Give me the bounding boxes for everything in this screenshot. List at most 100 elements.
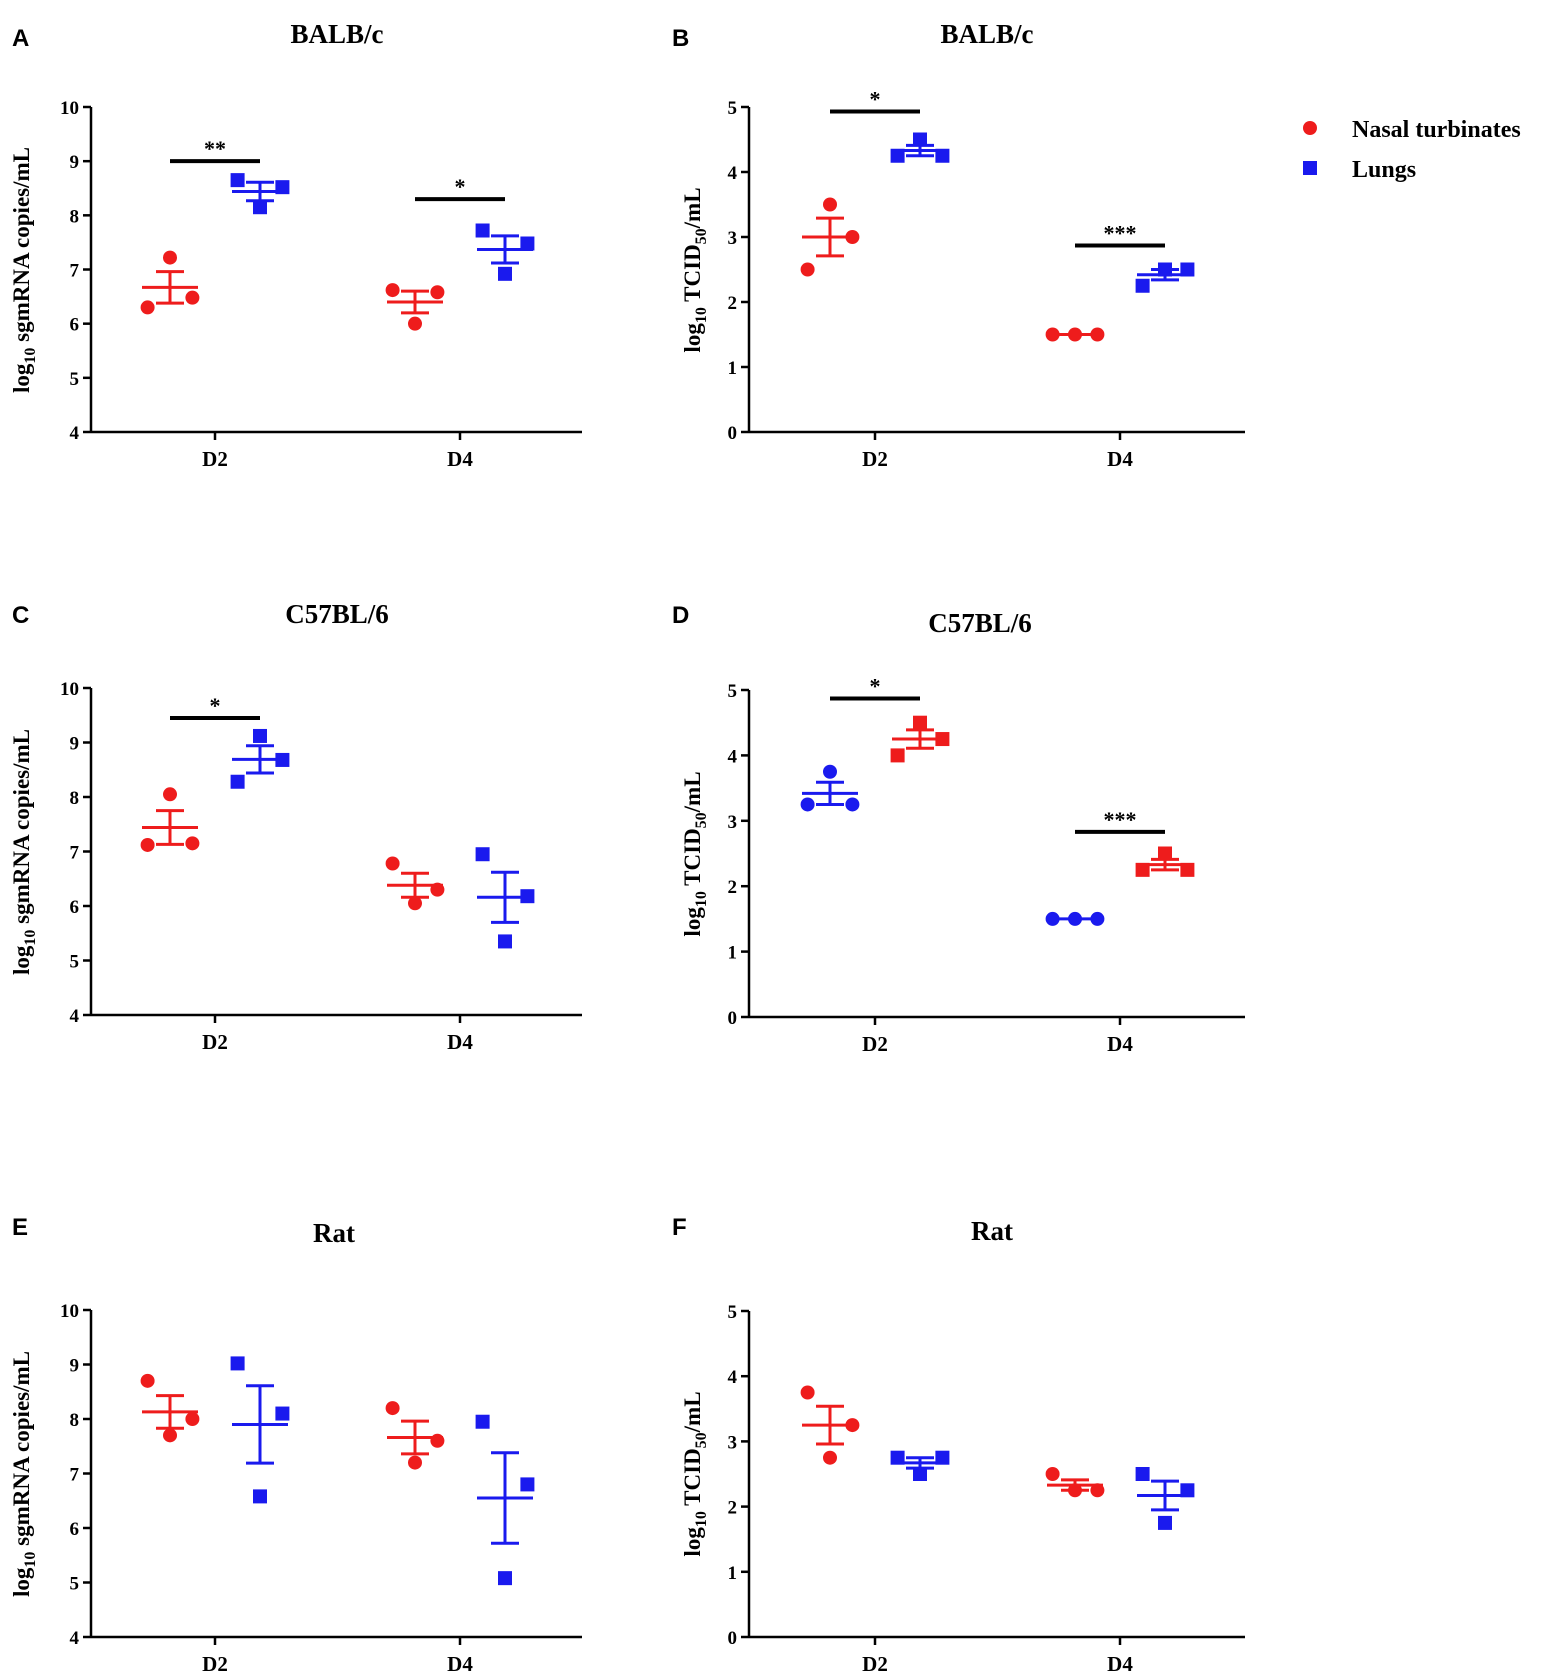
data-point bbox=[140, 300, 155, 315]
y-axis-label-part: sgmRNA copies/mL bbox=[9, 1351, 34, 1552]
data-point bbox=[1090, 1483, 1105, 1498]
y-tick-label: 1 bbox=[728, 358, 738, 379]
panel-title: C57BL/6 bbox=[285, 599, 389, 629]
data-point bbox=[1180, 262, 1195, 277]
y-tick-label: 9 bbox=[70, 152, 80, 173]
y-axis-label: log10 sgmRNA copies/mL bbox=[9, 1351, 39, 1597]
legend-label: Nasal turbinates bbox=[1352, 117, 1521, 143]
y-tick-label: 8 bbox=[70, 788, 80, 809]
data-point bbox=[185, 1412, 200, 1426]
data-point bbox=[1090, 327, 1105, 342]
y-tick-label: 8 bbox=[70, 206, 80, 227]
data-point bbox=[800, 1385, 815, 1400]
data-point bbox=[408, 896, 422, 911]
data-point bbox=[1068, 1483, 1082, 1498]
data-point bbox=[385, 283, 400, 298]
series-nasal-turbinates bbox=[140, 787, 445, 911]
data-point bbox=[845, 1418, 860, 1433]
y-tick-label: 0 bbox=[728, 1008, 738, 1029]
y-tick-label: 1 bbox=[728, 1563, 738, 1584]
x-tick-label: D4 bbox=[447, 1030, 473, 1054]
data-point bbox=[385, 1401, 400, 1416]
y-tick-label: 8 bbox=[70, 1410, 80, 1431]
data-point bbox=[253, 200, 267, 215]
y-tick-label: 6 bbox=[70, 1519, 80, 1540]
panel-title: BALB/c bbox=[940, 19, 1033, 49]
data-point bbox=[823, 1450, 837, 1465]
panel-letter: C bbox=[12, 602, 29, 629]
panel-title: Rat bbox=[971, 1216, 1013, 1246]
series-nasal-turbinates bbox=[140, 1373, 445, 1470]
data-point bbox=[1180, 862, 1195, 877]
legend-marker bbox=[1303, 161, 1317, 175]
y-axis-label: log10 TCID50/mL bbox=[680, 187, 710, 352]
data-point bbox=[1045, 1467, 1060, 1481]
panel-title: Rat bbox=[313, 1218, 355, 1248]
y-tick-label: 2 bbox=[728, 877, 738, 898]
data-point bbox=[430, 285, 445, 300]
series-nasal-turbinates bbox=[800, 197, 1105, 342]
legend-marker bbox=[1303, 121, 1317, 135]
x-tick-label: D4 bbox=[1107, 1652, 1133, 1673]
y-axis-label-part: TCID bbox=[680, 1448, 705, 1511]
data-point bbox=[230, 1356, 245, 1371]
data-point bbox=[800, 262, 815, 277]
y-axis-label: log10 TCID50/mL bbox=[680, 771, 710, 936]
panel-letter: D bbox=[672, 602, 689, 629]
data-point bbox=[385, 856, 400, 871]
series-lungs bbox=[890, 1450, 1195, 1530]
data-point bbox=[275, 1406, 290, 1421]
significance-label: ** bbox=[204, 136, 226, 161]
series-lungs bbox=[890, 715, 1195, 877]
x-tick-label: D2 bbox=[862, 447, 888, 471]
data-point bbox=[1158, 846, 1172, 861]
y-tick-label: 3 bbox=[728, 812, 738, 833]
y-tick-label: 4 bbox=[70, 423, 80, 444]
y-tick-label: 4 bbox=[728, 163, 738, 184]
y-axis-label-subscript: 50 bbox=[693, 228, 710, 244]
data-point bbox=[1135, 1467, 1150, 1481]
y-tick-label: 5 bbox=[70, 952, 80, 973]
y-axis-label: log10 sgmRNA copies/mL bbox=[9, 729, 39, 975]
y-tick-label: 5 bbox=[728, 98, 738, 119]
series-lungs bbox=[890, 132, 1195, 293]
y-axis-label-part: sgmRNA copies/mL bbox=[9, 729, 34, 930]
data-point bbox=[230, 173, 245, 188]
legend-label: Lungs bbox=[1352, 157, 1416, 183]
data-point bbox=[1158, 1515, 1172, 1530]
data-point bbox=[1135, 278, 1150, 293]
data-point bbox=[890, 1450, 905, 1465]
significance-label: *** bbox=[1104, 807, 1137, 832]
data-point bbox=[275, 752, 290, 767]
significance-label: * bbox=[455, 174, 466, 199]
panel-letter: A bbox=[12, 25, 29, 52]
data-point bbox=[475, 1414, 490, 1429]
series-nasal-turbinates bbox=[800, 1385, 1105, 1498]
data-point bbox=[845, 797, 860, 812]
y-tick-label: 2 bbox=[728, 293, 738, 314]
data-point bbox=[890, 148, 905, 163]
data-point bbox=[935, 1450, 950, 1465]
y-axis-label-part: log bbox=[9, 1567, 34, 1597]
data-point bbox=[408, 1455, 422, 1470]
y-axis-label-subscript: 10 bbox=[22, 348, 39, 364]
x-tick-label: D2 bbox=[202, 1030, 228, 1054]
panel-letter: E bbox=[12, 1214, 28, 1241]
y-axis-label-part: log bbox=[680, 1527, 705, 1557]
y-axis-label-part: /mL bbox=[680, 1391, 705, 1433]
data-point bbox=[475, 223, 490, 238]
data-point bbox=[185, 290, 200, 305]
data-point bbox=[913, 715, 927, 730]
y-tick-label: 10 bbox=[60, 1301, 79, 1322]
x-tick-label: D2 bbox=[202, 447, 228, 471]
y-tick-label: 5 bbox=[70, 369, 80, 390]
y-axis-label-part: TCID bbox=[680, 244, 705, 307]
data-point bbox=[430, 1433, 445, 1448]
y-tick-label: 1 bbox=[728, 943, 738, 964]
data-point bbox=[163, 1428, 177, 1443]
x-tick-label: D4 bbox=[1107, 447, 1133, 471]
data-point bbox=[408, 316, 422, 331]
